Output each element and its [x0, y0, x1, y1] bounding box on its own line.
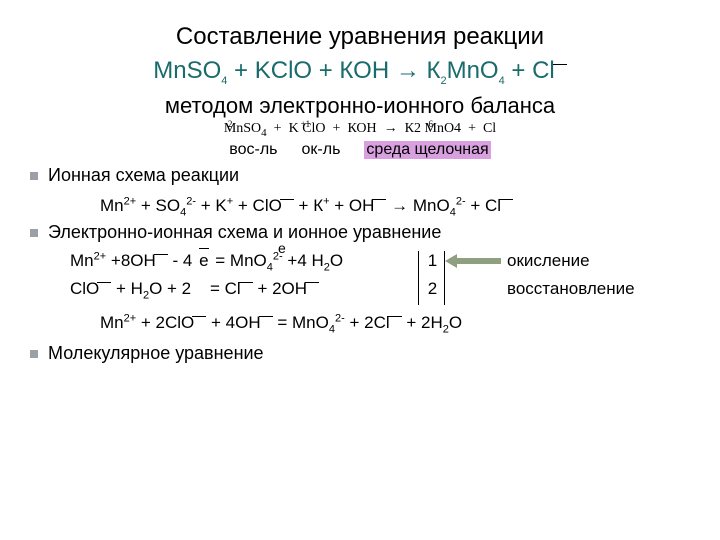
- bullet-2-text: Электронно-ионная схема и ионное уравнен…: [48, 222, 441, 243]
- mini-equation: 2MnSO4 + K +1ClO + КОН → К2 6MnO4 + Cl: [40, 121, 680, 137]
- bullet-icon: [30, 229, 38, 237]
- bullet-icon: [30, 172, 38, 180]
- half-reduction: ClO + H2O + 2 = Cl + 2ОН 2 восстановлени…: [70, 279, 680, 299]
- bullet-3: Молекулярное уравнение: [30, 343, 680, 364]
- subtitle: методом электронно-ионного баланса: [40, 93, 680, 119]
- role-medium: среда щелочная: [364, 141, 490, 159]
- note-red: восстановление: [507, 279, 635, 299]
- title-line1: Составление уравнения реакции: [176, 23, 544, 50]
- half-oxidation: Mn2+ +8ОН - 4 е = MnO42- +4 H2O 1 окисле…: [70, 251, 680, 271]
- half-reactions: Mn2+ +8ОН - 4 е = MnO42- +4 H2O 1 окисле…: [40, 251, 680, 299]
- bullet-icon: [30, 350, 38, 358]
- mult-red: 2: [420, 279, 445, 299]
- ionic-scheme: Mn2+ + SO42- + K+ + ClO + К+ + ОН → MnO4…: [100, 196, 680, 216]
- note-ox: окисление: [507, 251, 590, 271]
- title-equation: MnSO4 + KClO + КОН → К2MnO4 + Cl: [153, 57, 567, 84]
- mult-ox: 1: [420, 251, 445, 271]
- role-reducer: вос-ль: [229, 141, 277, 159]
- bullet-1: Ионная схема реакции: [30, 165, 680, 186]
- arrow-left-icon: [445, 254, 501, 268]
- slide-title: Составление уравнения реакции MnSO4 + KC…: [40, 20, 680, 87]
- roles-row: вос-ль ок-ль среда щелочная: [40, 141, 680, 159]
- bullet-2: Электронно-ионная схема и ионное уравнен…: [30, 222, 680, 243]
- bullet-3-text: Молекулярное уравнение: [48, 343, 264, 364]
- bullet-1-text: Ионная схема реакции: [48, 165, 239, 186]
- role-oxidizer: ок-ль: [302, 141, 341, 159]
- net-ionic: Mn2+ + 2ClO + 4ОН = MnO42- + 2Cl + 2H2O: [100, 313, 680, 333]
